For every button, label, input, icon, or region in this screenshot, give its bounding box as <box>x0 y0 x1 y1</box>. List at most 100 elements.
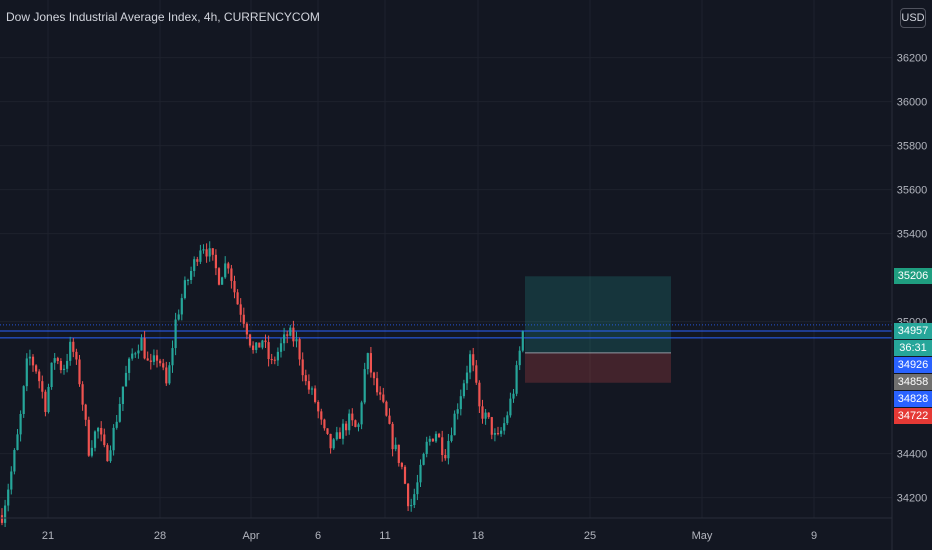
candle-body <box>84 404 87 420</box>
candle-body <box>87 419 90 456</box>
candle-body <box>447 440 450 459</box>
candle-body <box>270 359 273 361</box>
candle-body <box>357 424 360 427</box>
y-tick-label: 36000 <box>897 97 928 109</box>
candle-body <box>128 358 131 373</box>
candle-body <box>4 505 7 523</box>
candle-body <box>258 342 261 348</box>
price-label-entry: 34858 <box>894 374 932 391</box>
candle-body <box>134 353 137 355</box>
price-label-last: 34957 <box>894 323 932 340</box>
candle-body <box>202 249 205 251</box>
candle-body <box>496 433 500 435</box>
candle-body <box>193 259 196 271</box>
candle-body <box>78 359 81 385</box>
candle-body <box>245 323 248 335</box>
candle-body <box>41 381 44 392</box>
candle-body <box>233 280 236 293</box>
candle-body <box>121 386 124 404</box>
candle-body <box>481 406 484 419</box>
candle-body <box>62 368 66 371</box>
chart-title: Dow Jones Industrial Average Index, 4h, … <box>6 10 320 24</box>
chart-grid <box>0 0 892 518</box>
candle-body <box>326 428 329 434</box>
long-position-tool[interactable] <box>525 276 671 383</box>
candle-body <box>385 401 388 416</box>
candle-body <box>438 433 441 438</box>
candle-body <box>341 423 345 439</box>
candle-body <box>155 355 159 361</box>
candle-body <box>109 450 112 462</box>
x-tick-label: Apr <box>242 530 259 542</box>
candle-body <box>276 351 279 361</box>
candle-body <box>230 268 233 281</box>
candle-body <box>487 412 490 418</box>
candle-body <box>444 454 447 459</box>
price-label-target: 35206 <box>894 268 932 285</box>
candle-body <box>391 423 394 450</box>
candle-body <box>22 386 25 414</box>
candle-body <box>323 419 326 429</box>
candle-body <box>307 381 310 390</box>
candle-body <box>441 437 444 455</box>
candle-body <box>301 359 304 376</box>
candle-body <box>205 249 208 257</box>
candle-body <box>171 348 174 366</box>
candle-body <box>475 365 478 383</box>
candle-body <box>425 441 428 454</box>
candle-body <box>56 358 59 361</box>
candle-body <box>69 341 72 361</box>
candle-body <box>317 401 320 412</box>
candle-body <box>72 341 75 352</box>
candle-body <box>354 420 357 427</box>
candle-body <box>518 350 521 366</box>
candle-body <box>289 327 292 336</box>
candle-body <box>106 445 109 462</box>
candle-body <box>295 339 298 342</box>
candle-body <box>484 412 487 419</box>
candle-body <box>264 340 267 343</box>
candle-body <box>465 372 469 384</box>
x-tick-label: May <box>692 530 713 542</box>
candle-body <box>19 413 22 435</box>
candle-body <box>90 447 93 456</box>
candle-body <box>199 250 202 262</box>
candle-body <box>500 430 503 434</box>
candle-body <box>66 360 69 369</box>
candle-body <box>159 360 162 364</box>
y-tick-label: 34400 <box>897 449 928 461</box>
candle-body <box>382 394 385 402</box>
candle-body <box>279 343 283 352</box>
candle-body <box>137 350 140 354</box>
currency-button[interactable]: USD <box>900 8 926 28</box>
y-tick-label: 35600 <box>897 185 928 197</box>
candle-body <box>286 334 289 336</box>
candle-body <box>143 338 146 359</box>
candle-body <box>469 354 472 373</box>
y-tick-label: 35800 <box>897 141 928 153</box>
candle-body <box>310 388 314 390</box>
candlestick-series <box>0 241 524 528</box>
candle-body <box>292 327 295 342</box>
candle-body <box>38 371 41 382</box>
candle-body <box>490 417 493 435</box>
candle-body <box>47 386 50 412</box>
candle-body <box>400 462 403 467</box>
candle-body <box>394 444 397 450</box>
candle-body <box>180 298 183 315</box>
x-tick-label: 28 <box>154 530 166 542</box>
candle-body <box>115 421 118 428</box>
candle-body <box>261 340 264 348</box>
candle-body <box>338 432 341 439</box>
horizontal-lines[interactable] <box>0 324 892 339</box>
candle-body <box>397 444 400 463</box>
candle-body <box>283 334 286 344</box>
candle-body <box>366 353 369 370</box>
candle-body <box>81 384 84 405</box>
candle-body <box>13 449 16 472</box>
candle-body <box>267 342 270 360</box>
candle-body <box>407 483 410 507</box>
candle-body <box>462 383 465 397</box>
candle-body <box>376 378 379 393</box>
